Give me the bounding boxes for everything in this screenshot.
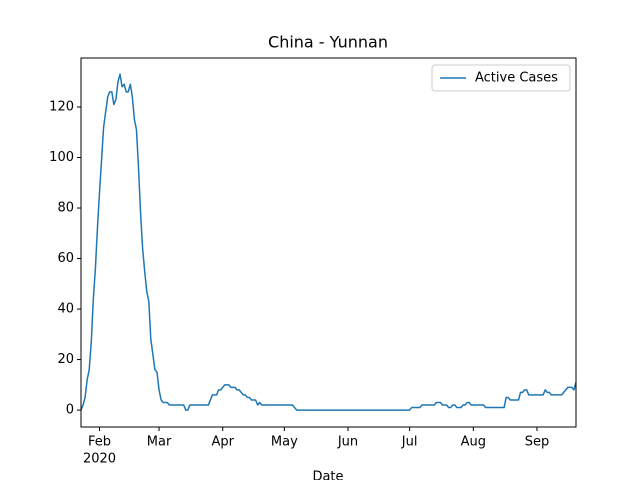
x-tick-label: Sep [525, 435, 550, 450]
y-tick-label: 80 [57, 201, 74, 216]
x-tick-label: Mar [147, 435, 172, 450]
x-axis-label: Date [312, 470, 343, 480]
x-tick-label: Apr [211, 435, 234, 450]
y-tick-label: 40 [57, 302, 74, 317]
y-tick-label: 60 [57, 251, 74, 266]
x-tick-label: May [271, 435, 298, 450]
chart-title: China - Yunnan [268, 33, 388, 52]
x-tick-label: Jul [401, 435, 418, 450]
data-line [80, 73, 577, 411]
x-tick-label: Feb [88, 435, 111, 450]
legend-box [431, 64, 571, 92]
y-tick-label: 20 [57, 352, 74, 367]
axes-frame [80, 57, 577, 428]
y-tick-label: 100 [49, 150, 74, 165]
x-tick-label: Aug [461, 435, 486, 450]
x-tick-label: Jun [337, 435, 358, 450]
x-tick-sublabel: 2020 [83, 452, 116, 467]
y-tick-label: 120 [49, 99, 74, 114]
y-tick-label: 0 [66, 403, 74, 418]
legend-label: Active Cases [475, 71, 558, 86]
